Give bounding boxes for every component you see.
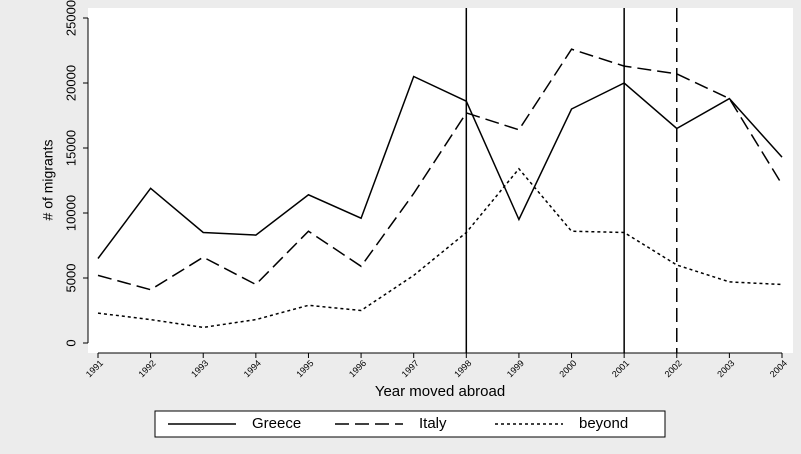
series-line bbox=[97, 75, 783, 259]
y-tick-label: 10000 bbox=[63, 195, 78, 231]
legend bbox=[154, 410, 666, 438]
legend-label: beyond bbox=[579, 415, 628, 432]
y-tick-label: 20000 bbox=[63, 65, 78, 101]
series-line bbox=[97, 48, 783, 291]
y-tick-label: 15000 bbox=[63, 130, 78, 166]
legend-label: Greece bbox=[252, 415, 301, 432]
y-axis-label: # of migrants bbox=[40, 140, 56, 221]
plot-area bbox=[88, 8, 793, 353]
y-tick-label: 25000 bbox=[63, 0, 78, 36]
x-axis-label: Year moved abroad bbox=[375, 383, 505, 400]
y-tick-label: 5000 bbox=[63, 264, 78, 293]
series-line bbox=[97, 167, 783, 329]
y-tick-label: 0 bbox=[63, 339, 78, 346]
legend-label: Italy bbox=[419, 415, 447, 432]
